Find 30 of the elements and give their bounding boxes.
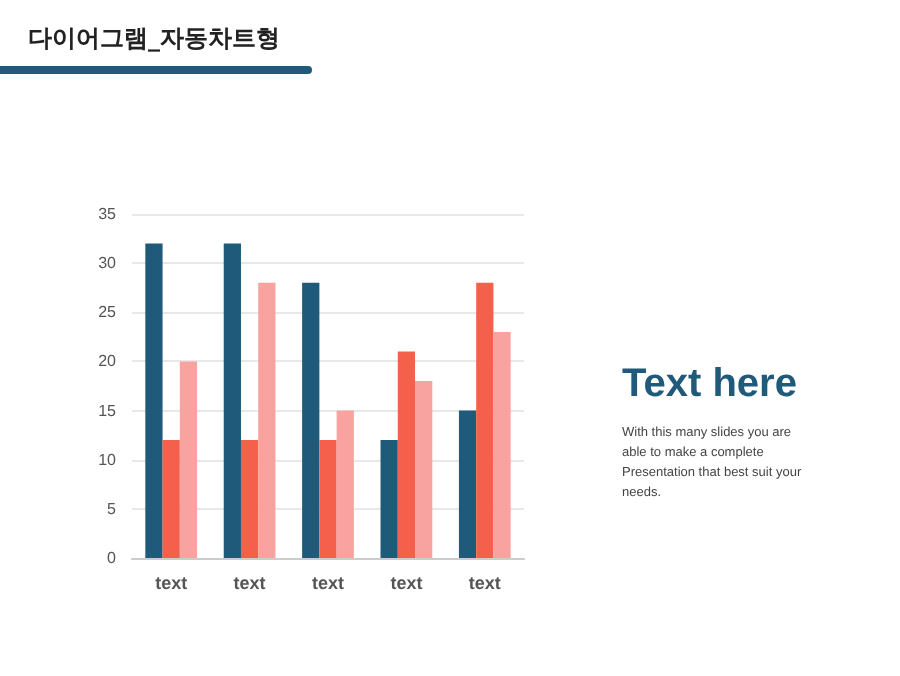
bar bbox=[240, 440, 259, 558]
x-tick-label: text bbox=[233, 573, 266, 593]
bar bbox=[302, 282, 320, 558]
y-tick-label: 25 bbox=[98, 303, 118, 322]
bar bbox=[258, 282, 276, 558]
text: Text here bbox=[622, 362, 797, 408]
bar bbox=[397, 351, 416, 558]
x-tick-label: text bbox=[155, 573, 188, 593]
bar bbox=[476, 282, 494, 558]
x-tick-label: text bbox=[390, 573, 423, 593]
x-tick-label: text bbox=[468, 573, 501, 593]
bar bbox=[493, 331, 511, 558]
bar bbox=[380, 440, 398, 558]
bar bbox=[458, 410, 477, 558]
bar bbox=[179, 361, 198, 558]
bar bbox=[145, 243, 163, 558]
bar bbox=[415, 381, 433, 558]
y-tick-label: 20 bbox=[98, 352, 118, 371]
chart-title: 다이어그램_자동차트형 bbox=[28, 22, 280, 56]
y-tick-label: 35 bbox=[98, 205, 118, 223]
x-tick-label: text bbox=[311, 573, 345, 593]
bar bbox=[319, 440, 337, 558]
y-tick-label: 5 bbox=[107, 499, 118, 518]
y-tick-label: 10 bbox=[98, 450, 118, 469]
bar bbox=[223, 243, 241, 558]
y-tick-label: 30 bbox=[98, 254, 118, 273]
y-tick-label: 0 bbox=[107, 549, 118, 567]
bar bbox=[336, 410, 354, 558]
bar bbox=[162, 440, 180, 558]
y-tick-label: 15 bbox=[98, 401, 118, 420]
